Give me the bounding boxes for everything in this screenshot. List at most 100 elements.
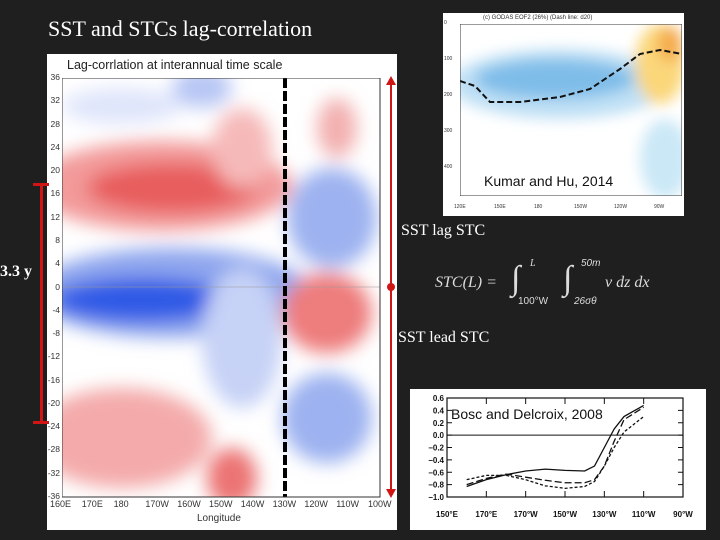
tick-label: -28: [47, 444, 60, 455]
integral-sign-1: ∫: [511, 260, 521, 297]
integral-1-upper: L: [530, 258, 536, 269]
lag-range-arrow: [386, 76, 396, 498]
tick-label: 170W: [145, 499, 169, 509]
tick-label: 140W: [240, 499, 265, 509]
y-tick-label: 0.6: [433, 394, 445, 403]
tick-label: 150E: [494, 204, 506, 210]
x-tick-label: 150°E: [436, 510, 459, 519]
kumar-hu-figure: (c) GODAS EOF2 (26%) (Dash line: d20) Ku…: [443, 13, 684, 216]
y-tick-label: −0.6: [428, 468, 444, 477]
tick-label: 300: [444, 128, 453, 134]
formula-lhs: STC(L) =: [435, 274, 497, 291]
y-tick-label: −0.2: [428, 444, 444, 453]
tick-label: 100W: [368, 499, 392, 509]
x-tick-label: 110°W: [632, 510, 656, 519]
contour-region: [62, 278, 232, 322]
tick-label: 32: [50, 95, 60, 106]
x-tick-label: 170°E: [475, 510, 498, 519]
arrow-down-icon: [386, 489, 396, 498]
contour-region: [202, 268, 282, 408]
kumar-figure-title: (c) GODAS EOF2 (26%) (Dash line: d20): [483, 15, 593, 21]
tick-label: 180: [534, 204, 543, 210]
contour-region: [207, 448, 257, 497]
contour-region: [62, 88, 182, 124]
tick-label: 12: [50, 211, 60, 222]
bracket-label: 3.3 y: [0, 263, 32, 280]
tick-label: 8: [55, 234, 60, 245]
tick-label: -20: [47, 397, 60, 408]
x-tick-label: 170°W: [514, 510, 539, 519]
bracket-top-tick: [33, 183, 49, 186]
tick-label: 180: [113, 499, 129, 509]
contour-region: [62, 388, 212, 488]
tick-label: -16: [47, 374, 60, 385]
tick-label: -8: [52, 328, 60, 339]
tick-label: 120W: [304, 499, 328, 509]
tick-label: 110W: [336, 499, 360, 509]
lag-bracket: [40, 184, 43, 423]
kumar-plot: [460, 24, 682, 196]
sst-lead-label: SST lead STC: [398, 329, 490, 346]
figure-title: Lag-corrlation at interannual time scale: [67, 58, 283, 72]
y-tick-label: 0.2: [433, 419, 445, 428]
bosc-line-chart: 0.6 0.4 0.2 0.0 −0.2 −0.4 −0.6 −0.8 −1.0 150°E 170…: [428, 394, 693, 519]
contour-region: [212, 108, 272, 188]
tick-label: -32: [47, 467, 60, 478]
y-tick-label: −1.0: [428, 493, 444, 502]
series-line-long-dash: [466, 406, 645, 486]
tick-label: 0: [55, 281, 60, 292]
tick-label: 24: [50, 141, 60, 152]
contour-plot: [62, 78, 381, 498]
tick-label: 200: [444, 92, 453, 98]
y-tick-label: 0.4: [433, 406, 445, 415]
stc-formula: STC(L) = ∫ L 100°W ∫ 50m 26σθ v dz dx: [435, 258, 675, 308]
y-tick-label: 0.0: [433, 431, 445, 440]
tick-label: 20: [50, 165, 60, 176]
tick-label: 400: [444, 164, 453, 170]
bosc-delcroix-figure: 0.6 0.4 0.2 0.0 −0.2 −0.4 −0.6 −0.8 −1.0 150°E 170…: [410, 389, 706, 530]
tick-label: 36: [50, 72, 60, 82]
integral-sign-2: ∫: [563, 260, 573, 297]
tick-label: -24: [47, 421, 60, 432]
tick-label: 170E: [81, 499, 103, 509]
slide-title: SST and STCs lag-correlation: [48, 16, 313, 41]
contour-region: [87, 163, 257, 213]
tick-label: 160E: [50, 499, 72, 509]
contour-region: [282, 273, 372, 353]
kumar-citation: Kumar and Hu, 2014: [484, 173, 614, 189]
tick-label: 16: [50, 188, 60, 199]
x-tick-label: 130°W: [592, 510, 617, 519]
contour-region: [172, 78, 232, 108]
x-tick-label: 90°W: [673, 510, 693, 519]
bracket-bottom-tick: [33, 421, 49, 424]
contour-region: [282, 373, 372, 463]
tick-label: 90W: [654, 204, 665, 210]
tick-label: 4: [55, 258, 60, 269]
tick-label: -4: [52, 304, 60, 315]
tick-label: 120E: [454, 204, 466, 210]
tick-label: 150W: [209, 499, 233, 509]
formula-integrand: v dz dx: [605, 274, 650, 291]
series-line-short-dash: [466, 416, 645, 489]
contour-region: [287, 168, 377, 268]
tick-label: 100: [444, 56, 453, 62]
lag-correlation-figure: Lag-corrlation at interannual time scale: [47, 54, 397, 530]
bosc-citation: Bosc and Delcroix, 2008: [451, 406, 603, 422]
zero-lag-dot: [387, 283, 395, 291]
y-tick-label: −0.4: [428, 456, 444, 465]
sst-lag-label: SST lag STC: [401, 222, 486, 239]
d20-line: [460, 48, 682, 103]
x-tick-label: 150°W: [553, 510, 578, 519]
tick-label: 28: [50, 118, 60, 129]
integral-2-lower: 26σθ: [574, 296, 597, 307]
arrow-up-icon: [386, 76, 396, 85]
tick-label: 160W: [177, 499, 201, 509]
tick-label: 130W: [272, 499, 297, 509]
x-axis-label: Longitude: [197, 513, 241, 524]
tick-label: 0: [444, 20, 447, 26]
tick-label: -12: [47, 351, 60, 362]
tick-label: 120W: [614, 204, 628, 210]
contour-region: [317, 98, 357, 158]
tick-label: 150W: [574, 204, 588, 210]
integral-2-upper: 50m: [581, 258, 601, 269]
